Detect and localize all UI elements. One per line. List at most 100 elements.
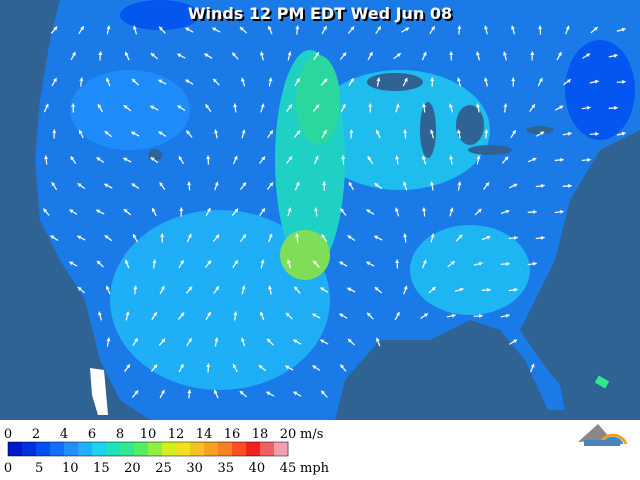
legend-swatch xyxy=(8,442,23,456)
color-legend: 0 2 4 6 8 10 12 14 16 18 20 0 5 10 15 20 25 30 35 40 45 m/s mp… xyxy=(4,427,330,476)
arrow-head xyxy=(134,390,139,395)
arrow-head xyxy=(374,183,379,188)
arrow-head xyxy=(475,51,480,56)
wind-arrow xyxy=(285,156,293,164)
wind-arrow xyxy=(95,209,105,215)
wind-arrow xyxy=(475,103,481,113)
title-shadow: Winds 12 PM EDT Wed Jun 08 xyxy=(190,6,454,25)
arrow-head xyxy=(185,79,190,84)
wind-arrow xyxy=(187,181,192,191)
arrow-head xyxy=(153,364,158,369)
arrow-head xyxy=(266,391,271,396)
arrow-head xyxy=(206,207,211,212)
arrow-head xyxy=(429,129,434,134)
wind-arrow xyxy=(122,157,132,163)
wind-arrow xyxy=(474,208,482,216)
wind-arrow xyxy=(206,363,211,373)
arrow-head xyxy=(215,286,219,291)
wind-arrow xyxy=(376,77,381,87)
wind-arrow xyxy=(204,260,212,268)
wind-arrow xyxy=(211,27,221,33)
wind-arrow xyxy=(430,181,435,191)
wind-arrow xyxy=(527,261,537,266)
arrow-head xyxy=(456,77,461,82)
wind-arrow xyxy=(293,339,302,345)
arrow-head xyxy=(530,363,535,368)
wind-arrow xyxy=(314,207,319,217)
wind-arrow xyxy=(259,311,265,321)
arrow-head xyxy=(261,156,266,161)
arrow-head xyxy=(479,313,483,318)
arrow-head xyxy=(341,155,346,160)
wind-arrow xyxy=(529,103,536,113)
wind-arrow xyxy=(590,26,599,34)
wind-arrow xyxy=(205,311,212,321)
arrow-head xyxy=(159,182,164,187)
wind-arrow xyxy=(403,233,408,243)
arrow-head xyxy=(71,103,76,107)
arrow-head xyxy=(242,182,246,187)
arrow-head xyxy=(347,338,352,343)
ms-tick-label: 8 xyxy=(116,427,124,442)
mph-tick-label: 35 xyxy=(218,461,235,476)
arrow-head xyxy=(403,233,408,238)
arrow-head xyxy=(587,157,591,162)
arrow-head xyxy=(350,78,354,83)
legend-swatch xyxy=(246,442,261,456)
wind-arrow xyxy=(510,129,517,139)
arrow-head xyxy=(321,390,326,395)
arrow-head xyxy=(269,182,274,187)
wind-arrow xyxy=(447,260,456,268)
arrow-head xyxy=(394,207,399,212)
wind-arrow xyxy=(123,208,132,216)
arrow-head xyxy=(179,363,184,368)
arrow-head xyxy=(294,286,299,291)
arrow-head xyxy=(185,27,190,32)
wind-arrow xyxy=(186,337,193,347)
speed-patch xyxy=(120,0,200,30)
wind-arrow xyxy=(312,260,320,268)
wind-arrow xyxy=(502,51,507,61)
arrow-head xyxy=(212,27,217,32)
arrow-head xyxy=(160,233,165,237)
arrow-head xyxy=(312,365,317,370)
ms-tick-label: 10 xyxy=(140,427,157,442)
arrow-head xyxy=(323,78,328,83)
arrow-head xyxy=(403,285,408,290)
arrow-head xyxy=(451,313,456,318)
wind-arrow xyxy=(240,337,246,347)
wind-arrow xyxy=(556,51,562,61)
legend-swatch xyxy=(148,442,163,456)
wind-arrow xyxy=(421,51,427,61)
arrow-head xyxy=(560,209,564,214)
arrow-head xyxy=(295,181,300,186)
arrow-head xyxy=(459,287,464,292)
arrow-head xyxy=(159,26,164,31)
arrow-head xyxy=(98,51,103,56)
wind-arrow xyxy=(563,78,572,86)
arrow-head xyxy=(594,79,599,84)
arrow-head xyxy=(541,235,545,240)
arrow-head xyxy=(422,103,427,108)
arrow-head xyxy=(215,234,220,239)
wind-arrow xyxy=(537,77,543,87)
wind-arrow xyxy=(403,129,408,139)
wind-arrow xyxy=(616,131,626,136)
arrow-head xyxy=(339,261,344,266)
ms-tick-label: 6 xyxy=(88,427,96,442)
wind-arrow xyxy=(287,207,292,217)
wind-arrow xyxy=(50,26,58,34)
arrow-head xyxy=(457,181,462,186)
arrow-head xyxy=(53,26,58,31)
arrow-head xyxy=(152,259,157,264)
arrow-head xyxy=(422,207,427,212)
arrow-head xyxy=(268,77,273,82)
wind-arrow xyxy=(608,105,618,110)
arrow-head xyxy=(160,390,165,395)
wind-arrow xyxy=(422,103,427,113)
wind-arrow xyxy=(267,285,273,295)
wind-arrow xyxy=(312,365,321,371)
wind-arrow xyxy=(538,25,543,35)
arrow-head xyxy=(321,234,326,239)
arrow-head xyxy=(477,208,482,213)
